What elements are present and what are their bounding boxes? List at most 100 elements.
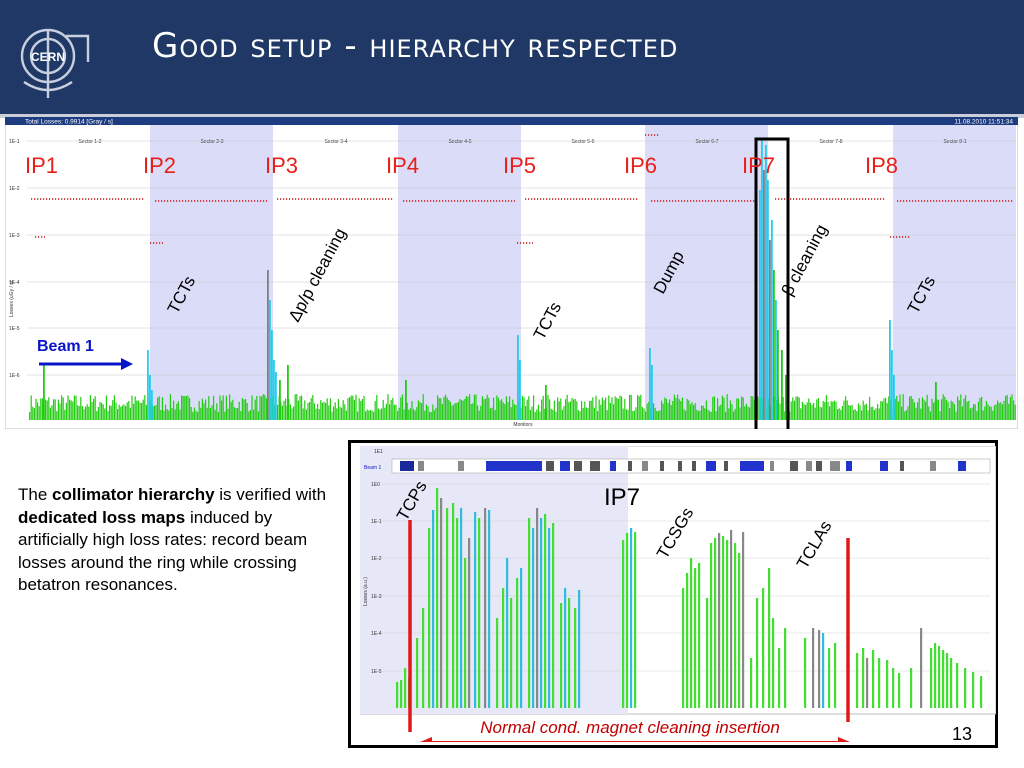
loss-bar — [593, 407, 595, 420]
loss-bar — [451, 405, 453, 420]
loss-spike — [935, 382, 937, 420]
loss-bar — [163, 410, 165, 420]
loss-bar — [29, 411, 31, 420]
ip-label: IP7 — [742, 153, 775, 178]
loss-spike — [769, 240, 771, 420]
detail-bar — [510, 598, 513, 708]
loss-spike — [649, 348, 651, 420]
detail-bar — [872, 650, 875, 708]
detail-bar — [452, 503, 455, 708]
ip7-loss-map: Beam 1 1E1 1E0 1E-1 1E-2 1E-3 1E-4 1E-5 … — [360, 446, 996, 742]
loss-bar — [990, 406, 992, 420]
loss-bar — [947, 401, 949, 420]
loss-bar — [331, 411, 333, 420]
loss-bar — [329, 398, 331, 420]
loss-bar — [558, 401, 560, 420]
loss-bar — [155, 404, 157, 420]
loss-bar — [45, 399, 47, 420]
loss-bar — [904, 411, 906, 420]
loss-bar — [309, 401, 311, 420]
loss-bar — [192, 411, 194, 420]
loss-bar — [525, 405, 527, 420]
loss-bar — [872, 406, 874, 420]
loss-bar — [918, 398, 920, 420]
loss-bar — [734, 408, 736, 420]
loss-bar — [862, 400, 864, 420]
loss-bar — [553, 400, 555, 420]
loss-bar — [104, 408, 106, 420]
y-tick-label: 1E-5 — [9, 326, 20, 332]
loss-bar — [670, 405, 672, 420]
loss-bar — [321, 402, 323, 420]
detail-bar — [950, 658, 953, 708]
detail-bar — [892, 668, 895, 708]
loss-bar — [681, 397, 683, 420]
loss-bar — [1001, 404, 1003, 420]
loss-bar — [237, 408, 239, 420]
loss-bar — [96, 410, 98, 420]
loss-bar — [659, 410, 661, 420]
loss-bar — [963, 398, 965, 420]
loss-bar — [950, 400, 952, 420]
loss-bar — [739, 407, 741, 420]
ip7-label: IP7 — [604, 484, 641, 511]
loss-bar — [168, 410, 170, 420]
loss-bar — [381, 408, 383, 420]
strip-element — [958, 461, 966, 471]
loss-bar — [288, 398, 290, 420]
loss-bar — [825, 395, 827, 420]
detail-bar — [568, 598, 571, 708]
loss-bar — [875, 408, 877, 420]
loss-bar — [182, 396, 184, 420]
loss-bar — [507, 401, 509, 420]
loss-bar — [793, 400, 795, 420]
loss-bar — [32, 406, 34, 420]
loss-bar — [819, 406, 821, 420]
plot-header-bar — [5, 117, 1018, 125]
detail-bar — [726, 540, 729, 708]
loss-bar — [782, 397, 784, 420]
loss-bar — [880, 401, 882, 420]
loss-bar — [541, 399, 543, 420]
loss-bar — [974, 404, 976, 420]
loss-bar — [93, 398, 95, 420]
loss-bar — [456, 403, 458, 420]
detail-bar — [634, 532, 637, 708]
detail-bar — [878, 658, 881, 708]
loss-bar — [472, 403, 474, 420]
loss-bar — [744, 406, 746, 420]
loss-bar — [337, 398, 339, 420]
loss-bar — [459, 399, 461, 420]
loss-bar — [590, 400, 592, 420]
loss-bar — [417, 400, 419, 420]
loss-bar — [856, 411, 858, 420]
loss-bar — [120, 406, 122, 420]
loss-bar — [859, 405, 861, 420]
loss-bar — [376, 394, 378, 420]
loss-bar — [542, 395, 544, 420]
loss-bar — [177, 401, 179, 420]
loss-bar — [931, 398, 933, 420]
loss-bar — [798, 397, 800, 420]
loss-bar — [843, 400, 845, 420]
ring-loss-map: Total Losses: 0.9914 [Gray / s] 11.08.20… — [5, 117, 1018, 429]
loss-bar — [257, 411, 259, 420]
loss-bar — [432, 404, 434, 420]
strip-element — [816, 461, 822, 471]
detail-bar — [778, 648, 781, 708]
loss-bar — [608, 395, 610, 420]
loss-spike — [771, 220, 773, 420]
loss-spike — [763, 170, 765, 420]
loss-bar — [184, 395, 186, 420]
loss-bar — [731, 404, 733, 420]
loss-bar — [803, 403, 805, 420]
loss-bar — [504, 404, 506, 420]
loss-bar — [606, 410, 608, 420]
loss-bar — [40, 398, 42, 420]
strip-element — [458, 461, 464, 471]
strip-element — [830, 461, 840, 471]
loss-bar — [488, 397, 490, 420]
detail-bar — [946, 653, 949, 708]
loss-bar — [345, 410, 347, 420]
loss-bar — [69, 399, 71, 420]
